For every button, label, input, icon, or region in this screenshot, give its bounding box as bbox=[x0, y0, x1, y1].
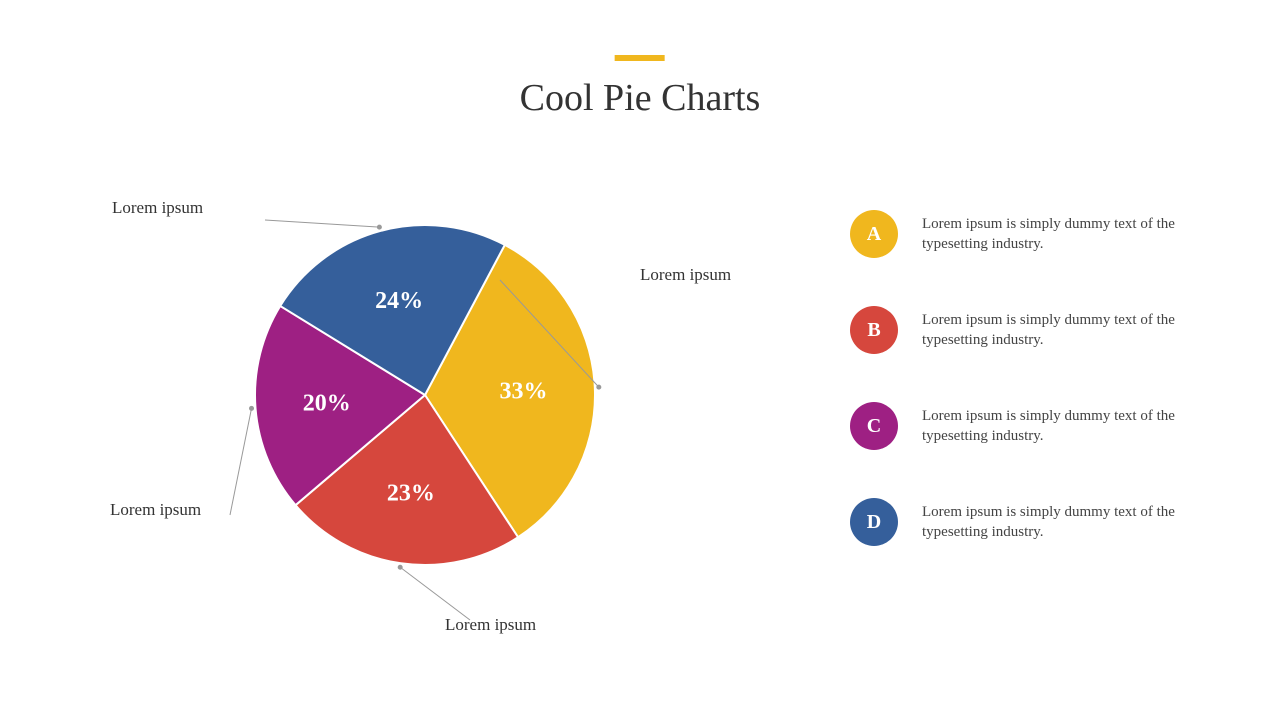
legend-badge: D bbox=[850, 498, 898, 546]
page-header: Cool Pie Charts bbox=[520, 55, 761, 120]
leader-line bbox=[400, 567, 470, 620]
leader-line bbox=[230, 408, 252, 515]
legend-text: Lorem ipsum is simply dummy text of the … bbox=[922, 406, 1200, 447]
legend-badge: B bbox=[850, 306, 898, 354]
slice-percent: 23% bbox=[387, 481, 435, 507]
leader-dot bbox=[398, 565, 403, 570]
slice-label: Lorem ipsum bbox=[640, 265, 731, 285]
legend: A Lorem ipsum is simply dummy text of the… bbox=[850, 210, 1200, 594]
legend-badge: A bbox=[850, 210, 898, 258]
legend-text: Lorem ipsum is simply dummy text of the … bbox=[922, 214, 1200, 255]
slice-percent: 24% bbox=[375, 288, 423, 314]
leader-line bbox=[265, 220, 379, 227]
legend-item: B Lorem ipsum is simply dummy text of the… bbox=[850, 306, 1200, 354]
leader-dot bbox=[596, 385, 601, 390]
legend-badge: C bbox=[850, 402, 898, 450]
accent-bar bbox=[615, 55, 665, 61]
slice-label: Lorem ipsum bbox=[445, 615, 536, 635]
pie-chart-area: 33% 23% 20% 24% Lorem ipsum Lorem ipsum Lorem… bbox=[100, 180, 750, 660]
legend-item: D Lorem ipsum is simply dummy text of the… bbox=[850, 498, 1200, 546]
legend-text: Lorem ipsum is simply dummy text of the … bbox=[922, 502, 1200, 543]
slice-percent: 33% bbox=[499, 379, 547, 405]
slice-label: Lorem ipsum bbox=[112, 198, 203, 218]
slice-label: Lorem ipsum bbox=[110, 500, 201, 520]
leader-dot bbox=[249, 406, 254, 411]
page-title: Cool Pie Charts bbox=[520, 76, 761, 120]
legend-item: C Lorem ipsum is simply dummy text of the… bbox=[850, 402, 1200, 450]
leader-dot bbox=[377, 225, 382, 230]
legend-item: A Lorem ipsum is simply dummy text of the… bbox=[850, 210, 1200, 258]
pie-chart: 33% 23% 20% 24% bbox=[250, 220, 600, 570]
legend-text: Lorem ipsum is simply dummy text of the … bbox=[922, 310, 1200, 351]
slice-percent: 20% bbox=[303, 391, 351, 417]
